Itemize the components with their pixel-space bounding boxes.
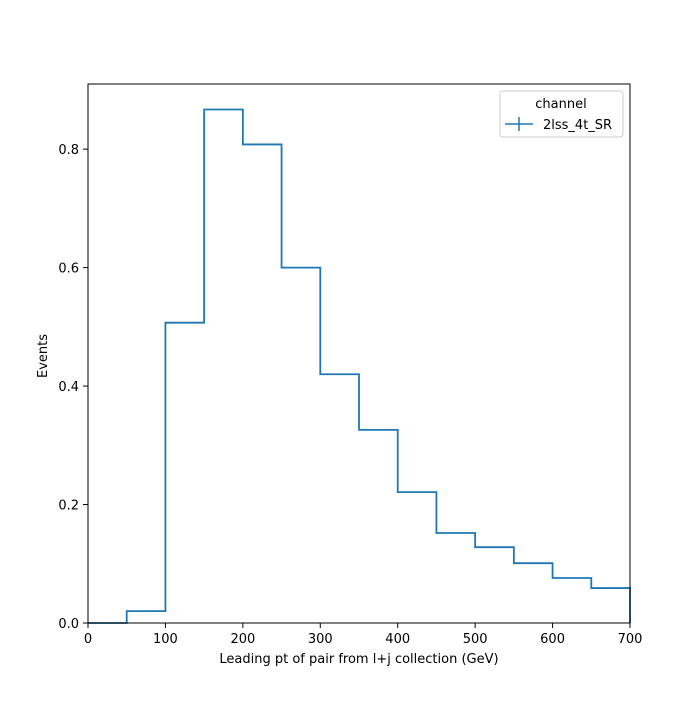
series-line-0	[88, 108, 631, 624]
x-tick-label: 500	[463, 632, 488, 647]
x-tick-label: 0	[84, 632, 92, 647]
legend-series-label: 2lss_4t_SR	[543, 118, 612, 133]
x-tick-label: 400	[385, 632, 410, 647]
x-tick-label: 700	[618, 632, 643, 647]
legend-title: channel	[535, 97, 586, 112]
y-tick-label: 0.6	[58, 262, 79, 277]
y-tick-label: 0.2	[58, 499, 79, 514]
legend-box	[499, 90, 624, 138]
legend: channel 2lss_4t_SR	[499, 90, 624, 138]
y-tick-label: 0.0	[58, 617, 79, 632]
ticks-layer: 0 100 200 300 400 500 600 700 0.0 0.2 0.4 0.6 0.8	[58, 143, 642, 647]
series-layer	[88, 108, 631, 624]
y-axis-label: Events	[36, 334, 51, 378]
x-tick-label: 600	[540, 632, 565, 647]
x-tick-label: 200	[230, 632, 255, 647]
x-axis-label: Leading pt of pair from l+j collection (…	[219, 652, 498, 667]
y-tick-label: 0.8	[58, 143, 79, 158]
x-tick-label: 100	[153, 632, 178, 647]
axes-frame	[87, 83, 631, 624]
x-tick-label: 300	[308, 632, 333, 647]
y-tick-label: 0.4	[58, 380, 79, 395]
axes-layer	[87, 83, 631, 624]
